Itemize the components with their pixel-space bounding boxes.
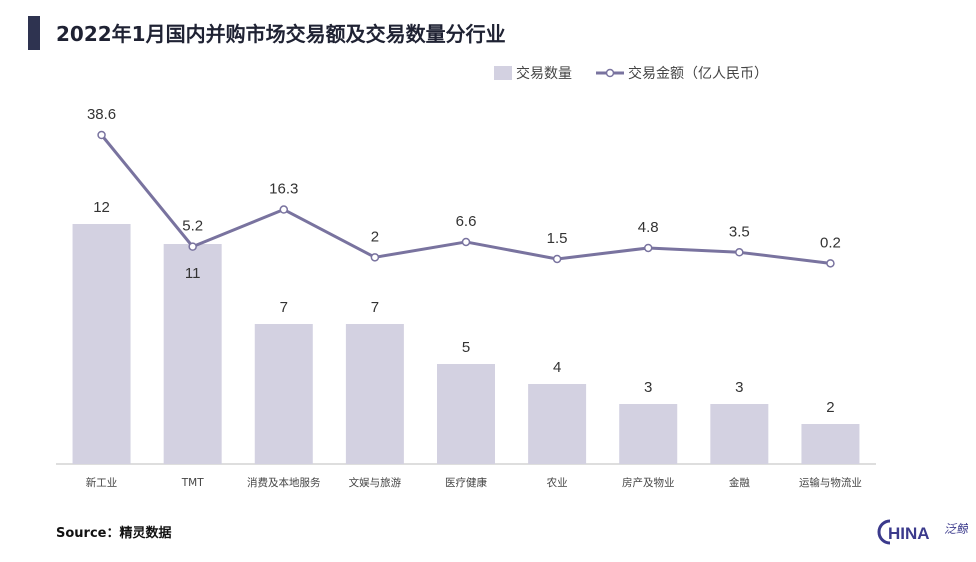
amount-point-9 [826,259,835,268]
amount-value-label-1: 38.6 [87,106,116,123]
amount-point-6 [552,254,562,264]
category-label-1: 新工业 [86,476,118,489]
amount-point-8 [735,248,744,257]
category-label-2: TMT [181,477,204,489]
amount-point-2 [188,242,197,251]
legend-line-swatch [596,68,624,78]
legend-bar-swatch [494,66,512,80]
bar-8 [710,404,769,464]
category-label-8: 金融 [729,476,750,489]
amount-value-label-6: 1.5 [547,230,568,247]
category-label-9: 运输与物流业 [799,476,862,489]
logo-text: HINA [888,524,930,543]
bar-value-label-7: 3 [644,379,652,396]
china-logo: HINA 泛鲸 [877,519,968,545]
category-label-4: 文娱与旅游 [349,476,402,489]
bar-value-label-6: 4 [553,359,561,376]
amount-value-label-9: 0.2 [820,234,841,251]
amount-point-5 [461,237,471,247]
legend-line-label: 交易金额（亿人民币） [628,66,768,82]
amount-value-label-5: 6.6 [456,213,477,230]
bar-4 [345,324,404,464]
amount-point-7 [643,243,653,253]
bar-2 [163,244,222,464]
category-label-6: 农业 [547,476,568,489]
title-accent-bar [28,16,40,50]
chart-title: 2022年1月国内并购市场交易额及交易数量分行业 [56,22,506,46]
bar-value-label-2: 11 [185,265,201,282]
category-label-3: 消费及本地服务 [247,476,321,489]
bar-value-label-1: 12 [93,199,110,216]
bar-value-label-4: 7 [371,299,379,316]
category-label-5: 医疗健康 [445,476,487,489]
category-label-7: 房产及物业 [622,476,675,489]
bar-value-label-9: 2 [826,399,834,416]
bar-7 [619,404,678,464]
amount-point-1 [97,130,106,140]
amount-value-label-3: 16.3 [269,181,298,198]
bar-9 [801,424,860,464]
amount-value-label-2: 5.2 [182,218,203,235]
bar-5 [437,364,495,464]
bar-1 [72,224,131,464]
source-note: Source：精灵数据 [56,526,172,541]
amount-point-4 [370,253,380,262]
amount-value-label-4: 2 [371,228,379,245]
bar-value-label-8: 3 [735,379,743,396]
bar-value-label-3: 7 [280,299,288,316]
legend-bar-label: 交易数量 [516,66,572,82]
amount-value-label-7: 4.8 [638,219,659,236]
bar-value-label-5: 5 [462,339,470,356]
bar-6 [528,384,587,464]
amount-point-3 [279,205,289,214]
chart-legend: 交易数量 交易金额（亿人民币） [494,62,768,84]
bar-3 [254,324,313,464]
logo-stamp: 泛鲸 [944,522,968,536]
amount-value-label-8: 3.5 [729,223,750,240]
